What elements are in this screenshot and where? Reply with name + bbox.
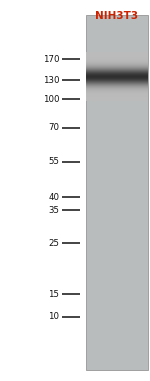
- Text: 25: 25: [48, 239, 59, 248]
- Text: 130: 130: [43, 75, 59, 85]
- Text: NIH3T3: NIH3T3: [95, 11, 138, 21]
- Text: 100: 100: [43, 94, 59, 104]
- Text: 35: 35: [48, 206, 59, 215]
- Bar: [86, 15, 148, 370]
- Text: 40: 40: [48, 193, 59, 202]
- Text: 15: 15: [48, 290, 59, 299]
- Text: 170: 170: [43, 54, 59, 64]
- Text: 10: 10: [48, 312, 59, 322]
- Text: 70: 70: [48, 123, 59, 132]
- Text: 55: 55: [48, 157, 59, 166]
